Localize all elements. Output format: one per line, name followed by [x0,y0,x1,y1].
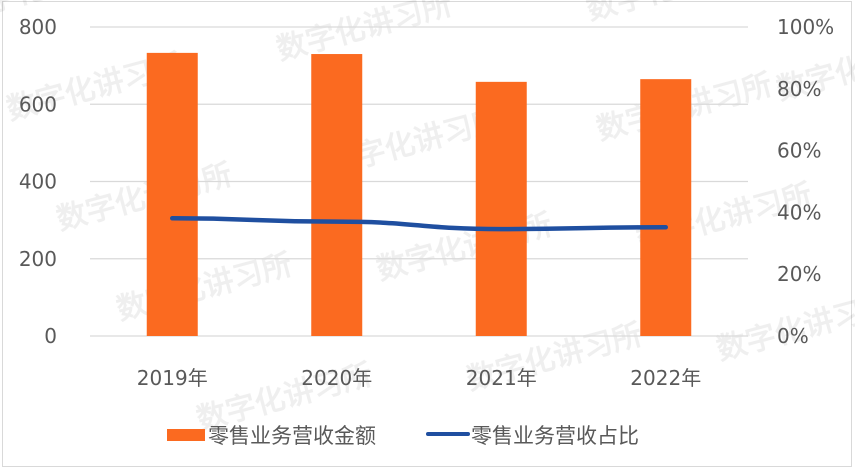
bar-2019年 [146,52,198,336]
y-left-tick-label: 200 [19,247,57,271]
gridlines [90,26,748,337]
legend-label-amount: 零售业务营收金额 [208,424,376,448]
y-axis-right: 0% 20% 40% 60% 80% 100% [777,15,834,348]
x-tick-label: 2021年 [466,366,537,390]
y-right-tick-label: 80% [777,77,821,101]
legend-label-ratio: 零售业务营收占比 [471,424,639,448]
bar-2021年 [475,81,527,336]
legend: 零售业务营收金额 零售业务营收占比 [167,424,639,448]
bar-2020年 [311,54,363,336]
y-right-tick-label: 40% [777,200,821,224]
bar-2022年 [640,79,692,337]
x-axis: 2019年 2020年 2021年 2022年 [137,366,701,390]
x-tick-label: 2019年 [137,366,208,390]
line-series [170,216,668,232]
watermark-text: 数字化讲习所 [583,0,766,28]
y-left-tick-label: 0 [44,324,57,348]
ratio-line [170,216,668,232]
y-axis-left: 0 200 400 600 800 [19,15,57,348]
x-tick-label: 2022年 [630,366,701,390]
y-left-tick-label: 600 [19,92,57,116]
y-right-tick-label: 60% [777,139,821,163]
y-right-tick-label: 100% [777,15,834,39]
y-right-tick-label: 0% [777,324,809,348]
y-right-tick-label: 20% [777,262,821,286]
y-left-tick-label: 400 [19,170,57,194]
y-left-tick-label: 800 [19,15,57,39]
watermark-text: 数字化讲习所 [373,207,556,287]
x-tick-label: 2020年 [301,366,372,390]
legend-swatch-bar [167,429,205,441]
watermark-text: 数字化讲习所 [53,157,236,237]
bar-series [146,52,692,337]
watermark-text: 数字化讲习所 [273,0,456,68]
